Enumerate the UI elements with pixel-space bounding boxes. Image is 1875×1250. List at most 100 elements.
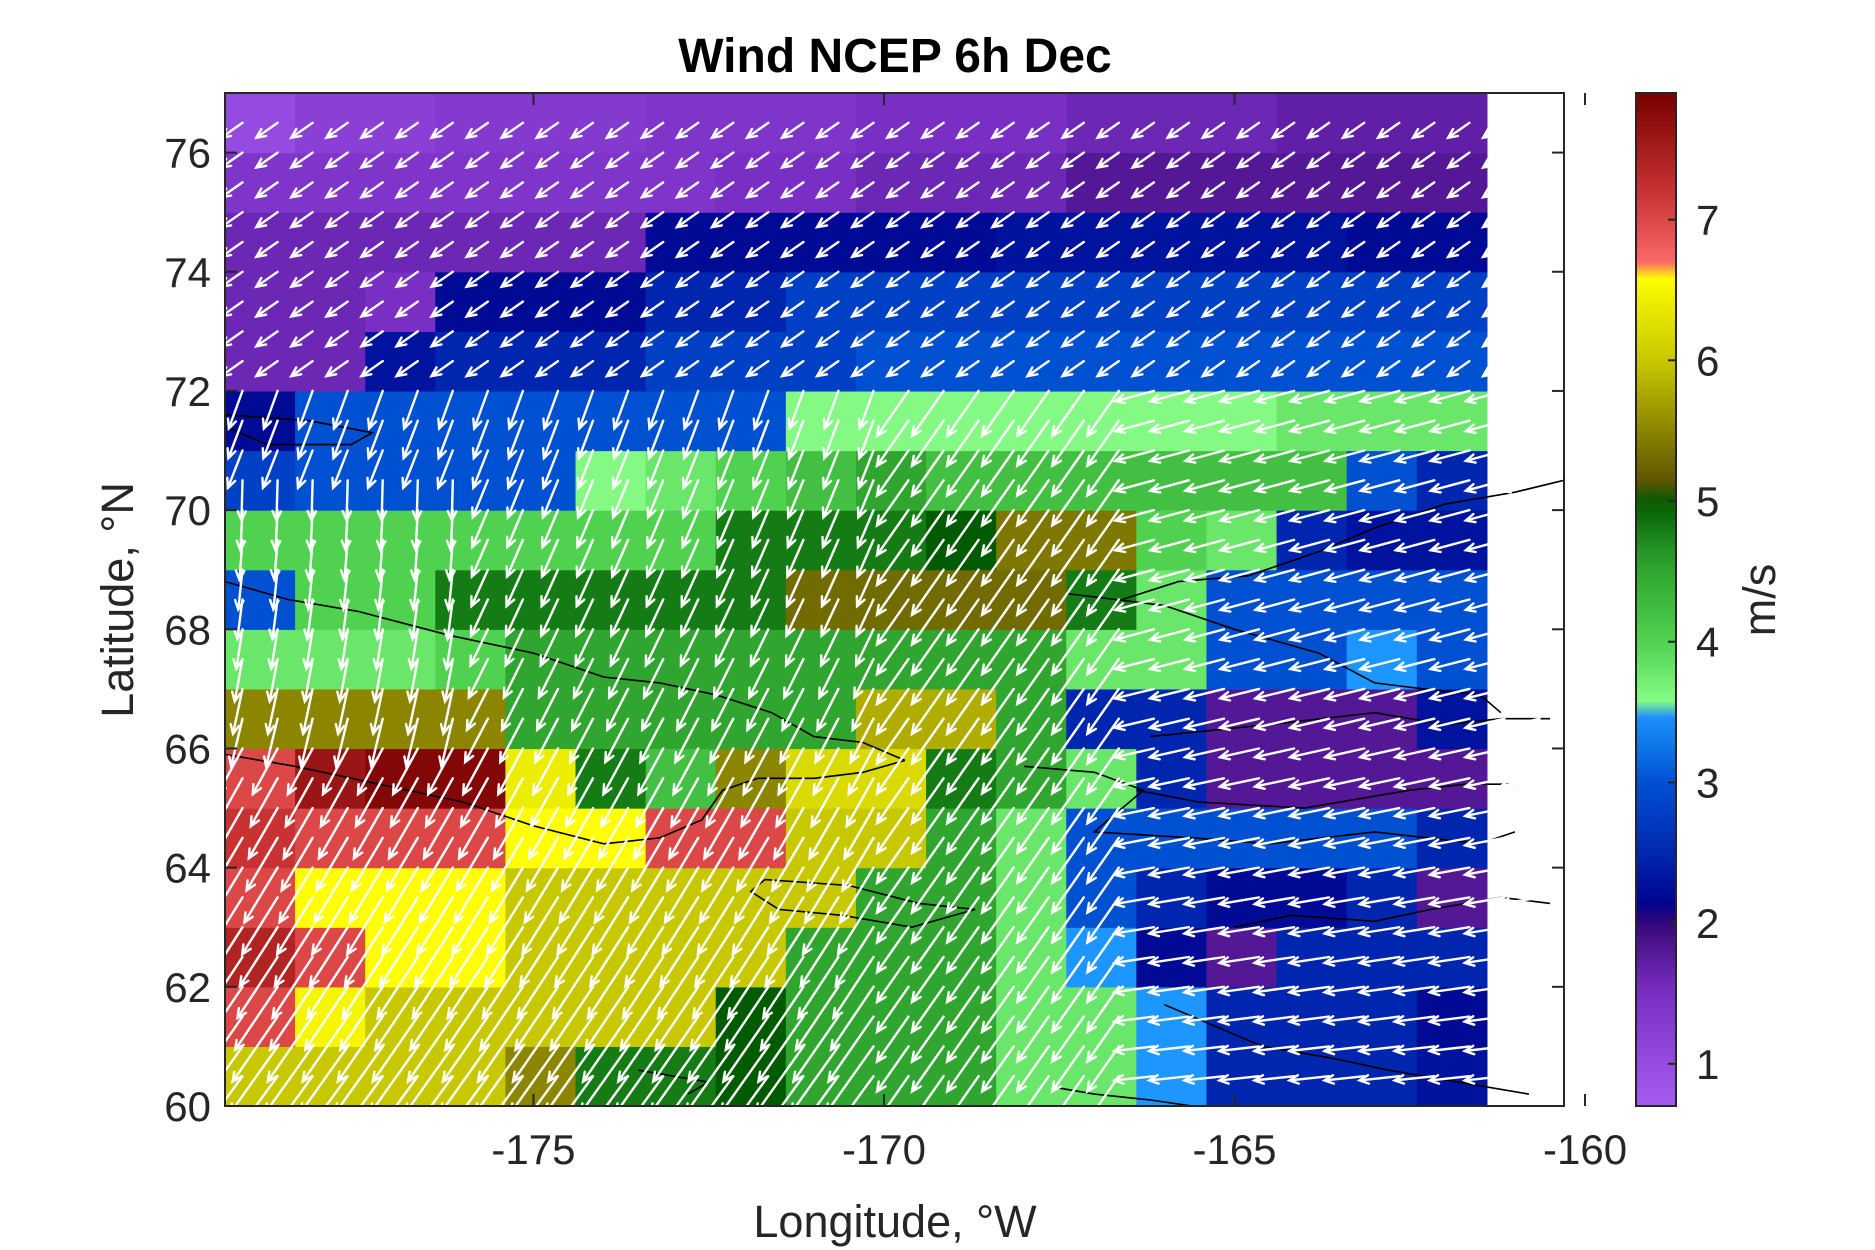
wind-arrow xyxy=(1147,508,1191,524)
wind-arrow xyxy=(464,181,490,199)
wind-arrow xyxy=(910,717,945,767)
wind-arrow xyxy=(319,777,349,829)
grid-cell xyxy=(295,629,366,690)
colorbar-tick-label: 3 xyxy=(1696,759,1719,806)
wind-arrow xyxy=(1461,1074,1506,1085)
wind-arrow xyxy=(303,985,349,1053)
wind-arrow xyxy=(288,151,314,170)
wind-arrow xyxy=(1357,628,1401,643)
wind-arrow xyxy=(313,866,349,925)
wind-arrow xyxy=(910,687,945,737)
wind-arrow xyxy=(273,926,314,989)
wind-arrow xyxy=(1357,866,1401,879)
wind-arrow xyxy=(1050,598,1085,647)
wind-arrow xyxy=(1461,1044,1506,1056)
wind-arrow xyxy=(370,1045,419,1106)
colorbar-ticks: 1 2 3 4 5 6 7 xyxy=(1668,197,1719,1088)
grid-cell xyxy=(1346,629,1418,690)
wind-arrow xyxy=(856,508,875,550)
wind-arrow xyxy=(1462,747,1506,761)
wind-arrow xyxy=(251,747,279,797)
wind-arrow xyxy=(980,598,1015,647)
wind-arrow xyxy=(1427,419,1471,434)
wind-arrow xyxy=(1130,330,1156,348)
wind-arrow xyxy=(1216,1015,1261,1026)
wind-arrow xyxy=(1130,270,1156,289)
wind-arrow xyxy=(1462,836,1506,849)
wind-arrow xyxy=(539,598,560,639)
wind-arrow xyxy=(1112,479,1156,494)
wind-arrow xyxy=(436,449,454,491)
wind-arrow xyxy=(499,330,525,348)
wind-arrow xyxy=(1181,1074,1226,1085)
wind-arrow xyxy=(783,657,805,701)
wind-arrow xyxy=(534,1075,560,1106)
wind-arrow xyxy=(702,806,735,861)
wind-arrow xyxy=(1217,836,1261,849)
wind-arrow xyxy=(288,181,314,199)
wind-arrow xyxy=(1060,330,1085,348)
wind-arrow xyxy=(639,270,665,289)
wind-arrow xyxy=(1445,121,1471,140)
wind-arrow xyxy=(394,121,419,140)
wind-arrow xyxy=(1287,806,1331,820)
wind-arrow xyxy=(711,687,735,733)
wind-arrow xyxy=(1216,985,1261,997)
wind-arrow xyxy=(910,389,945,439)
wind-arrow xyxy=(296,449,314,491)
wind-arrow xyxy=(919,300,945,319)
wind-arrow xyxy=(1217,508,1261,524)
wind-arrow xyxy=(945,628,980,677)
wind-arrow xyxy=(359,330,384,348)
wind-arrow xyxy=(1286,1015,1331,1026)
wind-arrow xyxy=(1252,449,1296,464)
wind-arrow xyxy=(560,836,595,893)
wind-arrow xyxy=(429,359,454,378)
wind-arrow xyxy=(1427,926,1471,938)
x-tick-label: -160 xyxy=(1543,1126,1627,1173)
wind-arrow xyxy=(980,508,1015,558)
wind-arrow xyxy=(394,240,419,259)
wind-arrow xyxy=(1305,359,1331,378)
wind-arrow xyxy=(1392,508,1436,524)
wind-arrow xyxy=(1286,926,1331,938)
wind-arrow xyxy=(476,1015,525,1084)
wind-arrow xyxy=(225,806,244,842)
wind-arrow xyxy=(1095,121,1120,140)
wind-arrow xyxy=(1182,687,1226,702)
wind-arrow xyxy=(366,449,384,491)
wind-arrow xyxy=(523,866,560,925)
wind-arrow xyxy=(1357,598,1401,613)
wind-arrow xyxy=(607,657,630,701)
wind-arrow xyxy=(356,747,384,797)
wind-arrow xyxy=(639,121,665,140)
wind-arrow xyxy=(1252,508,1296,524)
wind-arrow xyxy=(1321,1015,1366,1026)
wind-arrow xyxy=(712,657,735,701)
wind-arrow xyxy=(682,389,700,432)
wind-arrow xyxy=(1498,419,1541,434)
wind-arrow xyxy=(348,866,384,925)
wind-arrow xyxy=(681,449,700,491)
wind-arrow xyxy=(343,926,384,989)
wind-arrow xyxy=(716,508,735,550)
wind-arrow xyxy=(637,747,665,797)
wind-arrow xyxy=(1427,389,1471,405)
wind-arrow xyxy=(1287,389,1331,405)
wind-arrow xyxy=(709,270,735,289)
wind-arrow xyxy=(588,926,630,989)
wind-arrow xyxy=(1147,419,1191,434)
wind-arrow xyxy=(623,926,665,989)
coastline-segment xyxy=(1164,1003,1530,1095)
wind-arrow xyxy=(1015,866,1050,916)
wind-arrow xyxy=(1340,121,1366,140)
wind-arrow xyxy=(1146,1074,1191,1085)
wind-arrow xyxy=(910,1015,945,1065)
wind-arrow xyxy=(786,538,805,580)
wind-arrow xyxy=(225,270,244,288)
wind-arrow xyxy=(980,687,1015,737)
wind-arrow xyxy=(990,151,1015,170)
wind-arrow xyxy=(1146,777,1191,790)
wind-arrow xyxy=(359,181,384,199)
